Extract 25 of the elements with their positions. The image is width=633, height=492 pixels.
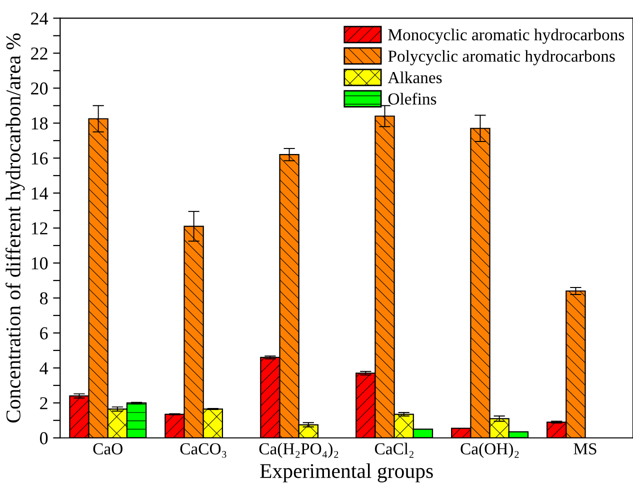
x-axis-title: Experimental groups — [260, 463, 433, 482]
x-tick-label: MS — [574, 443, 596, 454]
y-tick-label: 20 — [31, 82, 48, 95]
legend-label: Olefins — [388, 92, 436, 105]
y-axis-title: Concentration of different hydrocarbon/area % — [6, 33, 25, 423]
legend-label: Monocyclic aromatic hydrocarbons — [388, 28, 624, 44]
y-tick-label: 16 — [32, 152, 48, 165]
y-tick-label: 8 — [40, 292, 48, 304]
y-tick-label: 10 — [32, 257, 48, 270]
y-tick-label: 22 — [31, 47, 48, 60]
legend-label: Polycyclic aromatic hydrocarbons — [388, 50, 615, 66]
legend-label: Alkanes — [388, 72, 442, 84]
y-tick-label: 18 — [32, 117, 48, 130]
y-tick-label: 12 — [32, 222, 48, 234]
x-tick-label: CaCl₂ — [374, 442, 414, 458]
y-tick-label: 2 — [40, 397, 48, 410]
y-tick-label: 0 — [40, 432, 48, 444]
x-tick-label: Ca(OH)₂ — [460, 442, 519, 458]
y-tick-label: 6 — [40, 327, 48, 340]
x-tick-label: CaCO₃ — [180, 443, 226, 458]
y-tick-label: 24 — [31, 12, 48, 24]
y-tick-label: 14 — [32, 187, 48, 200]
x-tick-label: Ca(H₂PO₄)₂ — [259, 442, 338, 458]
x-tick-label: CaO — [93, 443, 122, 454]
y-tick-label: 4 — [40, 362, 48, 374]
